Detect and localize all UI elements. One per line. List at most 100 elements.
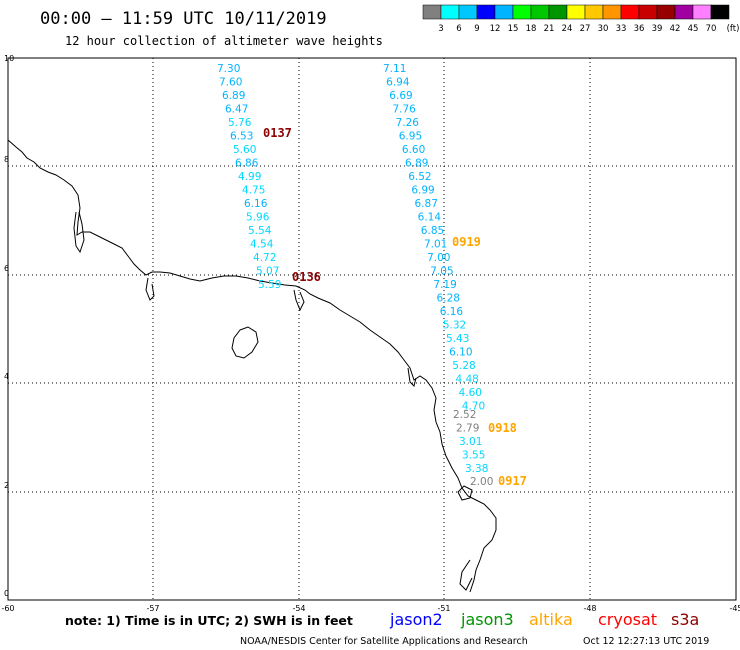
latitude-label: 10 bbox=[4, 54, 14, 63]
color-scale-legend: 3 6 9 12 15 18 21 24 27 30 33 36 39 42 45 70 (ft) bbox=[422, 4, 739, 34]
swh-value: 6.60 bbox=[402, 144, 425, 156]
color-scale-label: 27 bbox=[580, 24, 591, 34]
swh-value: 5.54 bbox=[248, 225, 272, 237]
swh-value: 2.00 bbox=[470, 476, 493, 488]
swh-value: 6.86 bbox=[235, 158, 259, 170]
color-scale-label: 42 bbox=[670, 24, 681, 34]
color-scale-label: 3 bbox=[438, 24, 443, 34]
color-swatch bbox=[440, 4, 460, 20]
swh-value: 5.07 bbox=[256, 266, 279, 278]
swh-value: 5.60 bbox=[233, 144, 256, 156]
swh-value: 5.96 bbox=[246, 212, 270, 224]
color-swatch bbox=[692, 4, 712, 20]
swh-value: 4.75 bbox=[242, 185, 265, 197]
color-scale-label: 18 bbox=[526, 24, 537, 34]
color-swatch bbox=[584, 4, 604, 20]
swh-value: 7.30 bbox=[217, 63, 240, 75]
color-scale-label: 33 bbox=[616, 24, 627, 34]
plot-frame bbox=[7, 57, 737, 601]
swh-value: 2.79 bbox=[456, 423, 479, 435]
swh-value: 7.05 bbox=[430, 266, 453, 278]
color-swatch bbox=[422, 4, 442, 20]
coastline-inlet bbox=[73, 211, 85, 254]
swh-value: 6.16 bbox=[440, 306, 464, 318]
longitude-label: -51 bbox=[437, 604, 450, 613]
color-scale-label: 39 bbox=[652, 24, 663, 34]
coastline-inlet bbox=[457, 485, 473, 501]
swh-value: 6.89 bbox=[222, 90, 245, 102]
color-swatch bbox=[620, 4, 640, 20]
longitude-label: -57 bbox=[146, 604, 159, 613]
color-scale-label: 15 bbox=[508, 24, 519, 34]
color-scale-label: 6 bbox=[456, 24, 461, 34]
swh-value: 3.55 bbox=[462, 450, 485, 462]
pass-time-label: 0137 bbox=[263, 126, 292, 140]
swh-value: 6.47 bbox=[225, 104, 248, 116]
satellite-altika-label: altika bbox=[529, 610, 573, 629]
swh-value: 6.89 bbox=[405, 158, 428, 170]
longitude-label: -48 bbox=[583, 604, 596, 613]
swh-value: 6.14 bbox=[418, 212, 442, 224]
swh-value: 7.19 bbox=[433, 279, 456, 291]
color-swatch bbox=[710, 4, 730, 20]
swh-value: 6.87 bbox=[415, 198, 438, 210]
color-swatch bbox=[458, 4, 478, 20]
coastline bbox=[7, 139, 497, 593]
color-scale-label: 45 bbox=[688, 24, 699, 34]
latitude-label: 0 bbox=[4, 589, 9, 598]
swh-value: 7.60 bbox=[219, 77, 242, 89]
swh-value: 6.95 bbox=[399, 131, 422, 143]
longitude-label: -60 bbox=[1, 604, 14, 613]
color-swatch bbox=[566, 4, 586, 20]
satellite-jason2-label: jason2 bbox=[389, 610, 443, 629]
color-scale-label: 24 bbox=[562, 24, 573, 34]
longitude-label: -54 bbox=[292, 604, 305, 613]
swh-value: 6.28 bbox=[437, 293, 460, 305]
footer-timestamp: Oct 12 12:27:13 UTC 2019 bbox=[583, 636, 709, 647]
satellite-s3a-label: s3a bbox=[671, 610, 699, 629]
swh-value: 5.28 bbox=[452, 360, 475, 372]
swh-value: 6.85 bbox=[421, 225, 444, 237]
pass-time-label: 0918 bbox=[488, 421, 517, 435]
swh-value: 6.10 bbox=[449, 347, 472, 359]
swh-value: 5.59 bbox=[258, 279, 281, 291]
coastline-inlet bbox=[407, 367, 417, 387]
coastline-inlet bbox=[459, 559, 473, 591]
satellite-legend: jason2 jason3 altika cryosat s3a bbox=[389, 610, 699, 629]
swh-value: 4.99 bbox=[238, 171, 261, 183]
swh-value: 2.52 bbox=[453, 409, 476, 421]
color-swatch bbox=[674, 4, 694, 20]
color-swatch bbox=[530, 4, 550, 20]
swh-value: 4.48 bbox=[455, 374, 478, 386]
swh-value: 4.54 bbox=[250, 239, 274, 251]
wave-height-tracks: 7.307.606.896.475.766.535.606.864.994.75… bbox=[217, 63, 527, 488]
color-scale-label: 70 bbox=[706, 24, 717, 34]
swh-value: 6.99 bbox=[411, 185, 434, 197]
swh-value: 4.70 bbox=[462, 401, 485, 413]
color-swatch bbox=[548, 4, 568, 20]
footer-credit: NOAA/NESDIS Center for Satellite Applica… bbox=[240, 636, 528, 647]
latitude-label: 8 bbox=[4, 155, 9, 164]
satellite-cryosat-label: cryosat bbox=[598, 610, 657, 629]
color-swatch bbox=[656, 4, 676, 20]
color-scale-label: 36 bbox=[634, 24, 645, 34]
swh-value: 7.01 bbox=[424, 239, 447, 251]
latitude-label: 4 bbox=[4, 372, 9, 381]
swh-value: 5.76 bbox=[228, 117, 252, 129]
coastline-inlet bbox=[145, 277, 155, 301]
swh-value: 6.53 bbox=[230, 131, 253, 143]
swh-value: 3.38 bbox=[465, 463, 488, 475]
island bbox=[231, 326, 259, 359]
map-title: 00:00 – 11:59 UTC 10/11/2019 bbox=[40, 9, 327, 29]
color-scale-label: 21 bbox=[544, 24, 555, 34]
coastline-inlet bbox=[293, 289, 305, 312]
color-scale-label: 9 bbox=[474, 24, 479, 34]
swh-value: 3.01 bbox=[459, 436, 482, 448]
color-swatch bbox=[494, 4, 514, 20]
pass-time-label: 0917 bbox=[498, 474, 527, 488]
swh-value: 5.32 bbox=[443, 320, 466, 332]
swh-value: 7.76 bbox=[392, 104, 416, 116]
satellite-jason3-label: jason3 bbox=[460, 610, 514, 629]
swh-value: 7.00 bbox=[427, 252, 450, 264]
